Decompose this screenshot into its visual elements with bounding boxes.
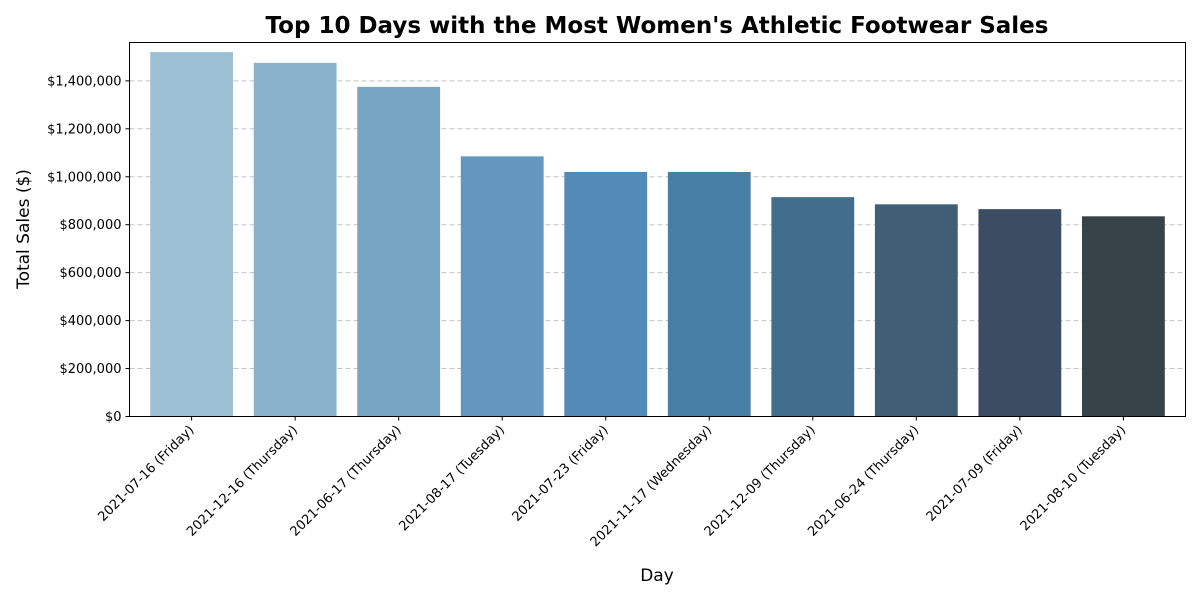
y-axis-label: Total Sales ($) <box>14 169 34 290</box>
bar <box>150 52 234 417</box>
bar <box>771 197 855 417</box>
x-tick-label: 2021-11-17 (Wednesday) <box>588 423 715 550</box>
bar <box>357 86 441 417</box>
x-tick-label: 2021-06-17 (Thursday) <box>288 423 405 540</box>
bar <box>564 171 648 417</box>
y-tick-label: $600,000 <box>59 266 121 281</box>
y-tick-label: $800,000 <box>59 218 121 233</box>
y-tick-label: $1,400,000 <box>47 74 121 89</box>
bar <box>1081 216 1165 417</box>
x-tick-label: 2021-07-09 (Friday) <box>924 423 1026 525</box>
bars <box>150 52 1165 417</box>
bar <box>460 156 544 417</box>
x-tick-label: 2021-07-16 (Friday) <box>95 423 197 525</box>
x-tick-label: 2021-08-17 (Tuesday) <box>397 423 509 535</box>
plot-frame <box>129 42 1186 417</box>
x-axis-label: Day <box>640 566 674 586</box>
chart-title: Top 10 Days with the Most Women's Athlet… <box>266 13 1049 39</box>
y-axis-ticks: $0 $200,000 $400,000 $600,000 $800,000 $1,000… <box>47 74 130 425</box>
y-tick-label: $1,000,000 <box>47 170 121 185</box>
y-tick-label: $400,000 <box>59 314 121 329</box>
bar <box>874 204 958 417</box>
y-tick-label: $0 <box>105 410 122 425</box>
x-tick-label: 2021-08-10 (Tuesday) <box>1018 423 1130 535</box>
y-tick-label: $200,000 <box>59 362 121 377</box>
x-tick-label: 2021-12-09 (Thursday) <box>702 423 819 540</box>
bar <box>978 209 1062 417</box>
x-tick-label: 2021-07-23 (Friday) <box>510 423 612 525</box>
y-tick-label: $1,200,000 <box>47 122 121 137</box>
x-axis-ticks: 2021-07-16 (Friday)2021-12-16 (Thursday)… <box>95 416 1130 550</box>
x-tick-label: 2021-12-16 (Thursday) <box>184 423 301 540</box>
bar <box>667 171 751 417</box>
x-tick-label: 2021-06-24 (Thursday) <box>805 423 922 540</box>
bar <box>253 62 337 417</box>
